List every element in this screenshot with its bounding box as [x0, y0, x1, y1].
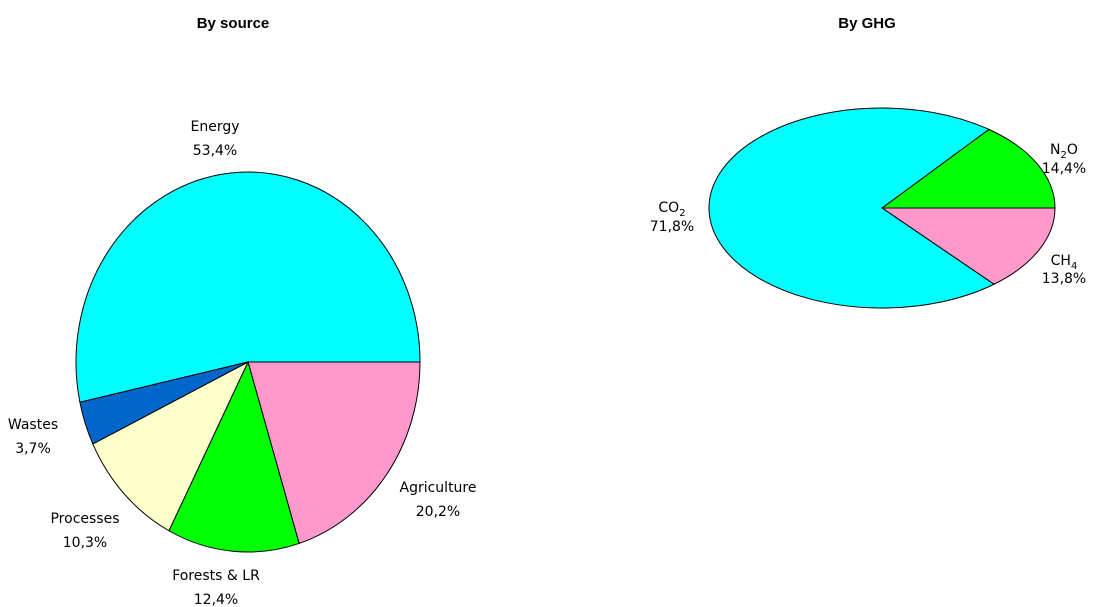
- slice-processes: [92, 360, 250, 532]
- label-co2: CO2: [658, 200, 685, 219]
- value-energy: 53,4%: [193, 143, 237, 159]
- value-n2o: 14,4%: [1042, 161, 1086, 177]
- label-n2o: N2O: [1050, 142, 1078, 161]
- label-agriculture: Agriculture: [400, 480, 477, 496]
- value-co2: 71,8%: [650, 219, 694, 235]
- slice-ch4: [880, 207, 1056, 285]
- label-wastes: Wastes: [8, 417, 58, 433]
- label-ch4: CH4: [1051, 253, 1078, 272]
- label-processes: Processes: [50, 511, 119, 527]
- slice-agriculture: [247, 361, 421, 545]
- chart-title-by-source: By source: [197, 15, 270, 32]
- value-ch4: 13,8%: [1042, 271, 1086, 287]
- slice-wastes: [79, 361, 249, 445]
- label-energy: Energy: [190, 119, 239, 135]
- pie-chart-by-source: By source Energy 53,4% Agriculture 20,2%…: [8, 15, 477, 607]
- value-agriculture: 20,2%: [416, 504, 460, 520]
- slice-energy: [75, 171, 421, 403]
- label-forests: Forests & LR: [172, 568, 260, 584]
- chart-title-by-ghg: By GHG: [838, 15, 896, 32]
- value-wastes: 3,7%: [15, 441, 51, 457]
- value-processes: 10,3%: [63, 535, 107, 551]
- slice-forests-lr: [168, 360, 300, 553]
- slice-n2o: [880, 128, 1056, 209]
- pie-chart-by-ghg: By GHG N2O 14,4% CH4 13,8% CO2 71,8%: [650, 15, 1086, 309]
- value-forests: 12,4%: [194, 592, 238, 607]
- slice-co2: [708, 107, 995, 309]
